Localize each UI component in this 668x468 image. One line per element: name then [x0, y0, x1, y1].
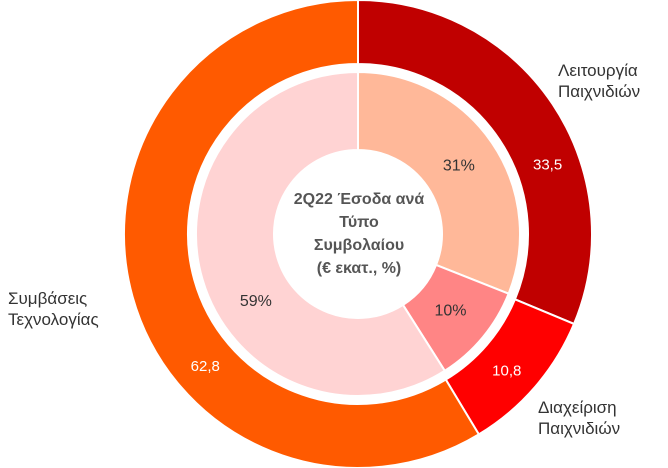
chart-title-line-3: Συμβολαίου	[313, 237, 405, 254]
value-label-game-operations: 33,5	[533, 156, 562, 173]
label-technology-contracts-line-2: Τεχνολογίας	[8, 310, 99, 329]
percent-label-game-operations: 31%	[443, 157, 475, 174]
chart-title-line-1: 2Q22 Έσοδα ανά	[293, 191, 425, 208]
label-game-operations-line-1: Λειτουργία	[558, 61, 638, 80]
outer-slice-game-operations	[357, 0, 593, 326]
label-game-management: Διαχείριση Παιχνιδιών	[538, 397, 620, 439]
label-game-management-line-2: Παιχνιδιών	[538, 419, 621, 438]
label-technology-contracts: Συμβάσεις Τεχνολογίας	[8, 288, 99, 330]
inner-ring	[195, 70, 521, 397]
value-label-game-management: 10,8	[492, 363, 521, 380]
value-label-technology-contracts: 62,8	[191, 358, 220, 375]
chart-title-line-2: Τύπο	[339, 214, 379, 231]
chart-title: 2Q22 Έσοδα ανά Τύπο Συμβολαίου (€ εκατ.,…	[266, 188, 452, 280]
outer-slice-technology-contracts	[122, 0, 481, 468]
percent-label-game-management: 10%	[434, 302, 466, 319]
outer-ring	[122, 0, 593, 468]
inner-slice-game-operations	[357, 70, 521, 295]
label-game-management-line-1: Διαχείριση	[538, 398, 617, 417]
value-labels: 33,5 10,8 62,8 31% 10% 59%	[191, 156, 563, 379]
inner-slice-technology-contracts	[195, 70, 447, 397]
percent-label-technology-contracts: 59%	[240, 293, 272, 310]
label-game-operations: Λειτουργία Παιχνιδιών	[558, 60, 640, 102]
label-game-operations-line-2: Παιχνιδιών	[558, 82, 641, 101]
label-technology-contracts-line-1: Συμβάσεις	[8, 289, 88, 308]
chart-title-line-4: (€ εκατ., %)	[316, 260, 402, 277]
